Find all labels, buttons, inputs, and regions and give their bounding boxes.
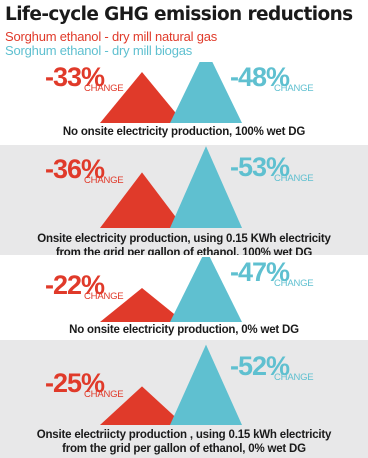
scenario-panel: -33% CHANGE -48% CHANGE No onsite electricit… [0, 62, 368, 142]
triangle-marks [100, 344, 242, 425]
bar-natural-gas [100, 386, 184, 425]
scenario-caption: Onsite electriicty production , using 0.… [0, 428, 368, 456]
change-label-biogas: CHANGE [274, 278, 314, 289]
bar-natural-gas [100, 172, 184, 228]
change-label-natural-gas: CHANGE [84, 175, 124, 187]
scenario-caption: No onsite electricity production, 0% wet… [0, 323, 368, 337]
change-label-biogas: CHANGE [274, 83, 314, 94]
label-biogas: -48% [230, 62, 290, 92]
scenario-caption-line: No onsite electricity production, 100% w… [62, 126, 306, 138]
scenario-caption-line: No onsite electricity production, 0% wet… [69, 324, 299, 336]
change-label-biogas: CHANGE [274, 173, 314, 185]
bar-biogas [170, 146, 242, 228]
label-natural-gas: -22% [45, 270, 105, 300]
bar-biogas [170, 344, 242, 425]
scenario-panel: -25% CHANGE -52% CHANGE Onsite electriicty p… [0, 340, 368, 458]
scenario-caption: Onsite electricity production, using 0.1… [0, 232, 368, 255]
legend-biogas: Sorghum ethanol - dry mill biogas [5, 43, 193, 58]
label-biogas: -53% [230, 152, 290, 183]
scenario-caption: No onsite electricity production, 100% w… [0, 125, 368, 139]
bar-biogas [170, 257, 242, 322]
change-label-natural-gas: CHANGE [84, 291, 124, 302]
change-label-biogas: CHANGE [274, 371, 314, 383]
label-natural-gas: -33% [45, 62, 105, 92]
scenario-caption-line: Onsite electricity production, using 0.1… [37, 233, 331, 245]
label-natural-gas: -25% [45, 368, 105, 399]
bar-natural-gas [100, 288, 184, 322]
triangle-marks [100, 146, 242, 228]
label-biogas: -47% [230, 257, 290, 287]
triangle-marks [100, 257, 242, 322]
label-biogas: -52% [230, 350, 290, 381]
legend-natural-gas: Sorghum ethanol - dry mill natural gas [5, 29, 218, 44]
scenario-caption-line: Onsite electriicty production , using 0.… [36, 429, 332, 441]
triangle-marks [100, 62, 242, 123]
scenario-panel: -36% CHANGE -53% CHANGE Onsite electricity p… [0, 145, 368, 255]
bar-natural-gas [100, 72, 184, 123]
label-natural-gas: -36% [45, 154, 105, 185]
bar-biogas [170, 62, 242, 123]
scenario-caption-line: from the grid per gallon of ethanol, 100… [55, 247, 313, 255]
scenario-caption-line: from the grid per gallon of ethanol, 0% … [62, 443, 306, 455]
change-label-natural-gas: CHANGE [84, 389, 124, 401]
scenario-panel: -22% CHANGE -47% CHANGE No onsite electricit… [0, 257, 368, 337]
change-label-natural-gas: CHANGE [84, 83, 124, 94]
chart-title: Life-cycle GHG emission reductions [5, 4, 353, 25]
